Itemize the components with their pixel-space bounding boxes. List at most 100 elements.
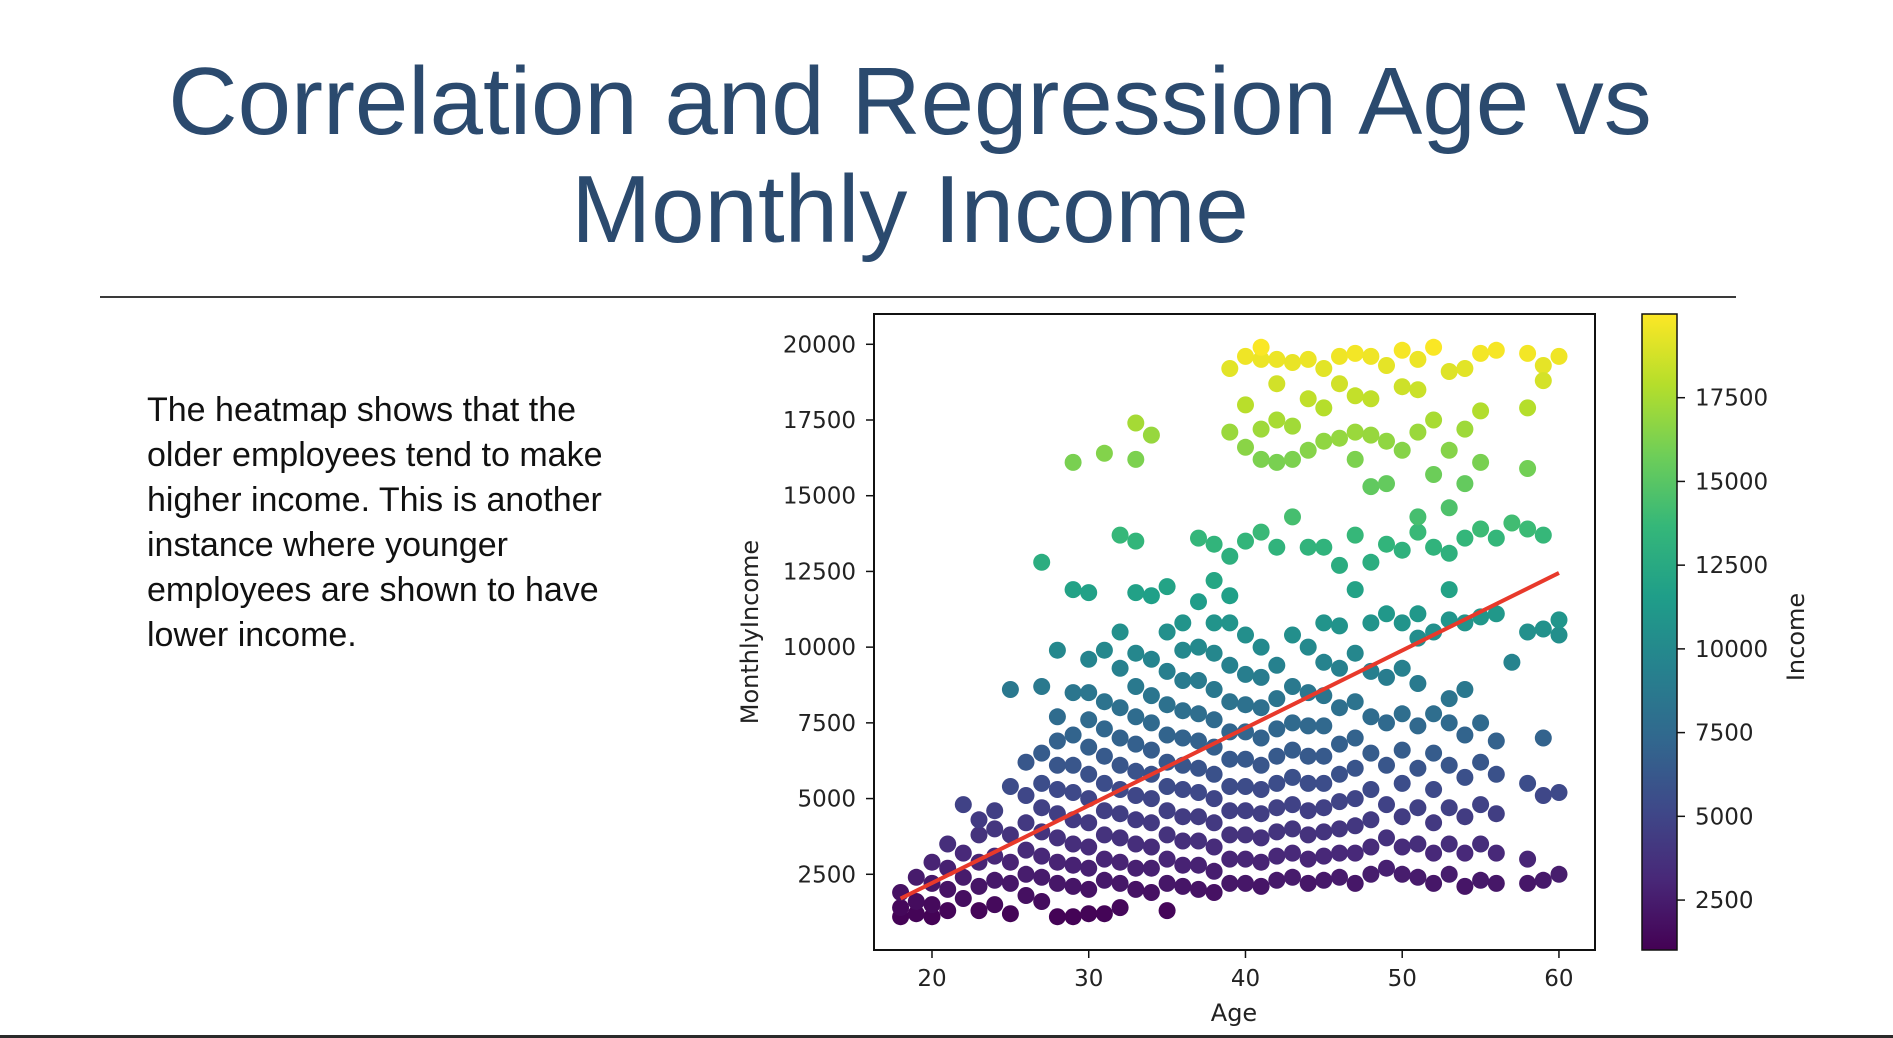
data-point [1315,653,1333,671]
data-point [1190,672,1207,689]
data-point [1048,853,1066,871]
data-point [986,871,1004,889]
data-point [1174,856,1192,874]
data-point [1142,426,1160,444]
data-point [1001,681,1019,698]
data-point [986,820,1004,838]
data-point [1362,781,1380,798]
data-point [1284,868,1301,886]
data-point [1409,868,1427,886]
data-point [1142,790,1160,808]
data-point [1362,744,1380,762]
data-point [1331,429,1348,447]
data-point [1299,538,1317,556]
data-point [1268,453,1286,471]
data-point [1111,853,1129,871]
data-point [1080,584,1098,602]
data-point [1048,874,1066,892]
data-point [1080,859,1098,877]
data-point [1221,874,1239,892]
data-point [1252,523,1270,541]
data-point [1190,759,1207,777]
data-point [1550,611,1568,629]
data-point [1550,626,1568,644]
data-point [1142,650,1160,668]
data-point [1205,711,1223,729]
data-point [1393,705,1411,723]
data-point [1425,844,1443,862]
data-point [1534,357,1552,374]
data-point [1095,850,1113,868]
data-point [1519,850,1537,868]
data-point [1378,829,1395,847]
data-point [1378,475,1395,493]
y-tick-label: 10000 [783,635,856,661]
colorbar-tick-label: 12500 [1695,553,1768,579]
data-point [1472,453,1490,471]
data-point [1409,423,1427,441]
data-point [1487,529,1505,547]
data-point [1205,790,1223,808]
data-point [1503,514,1521,532]
data-point [1221,850,1239,868]
data-point [1080,738,1098,756]
data-point [1268,375,1286,393]
data-point [1440,581,1458,599]
data-point [1221,656,1239,674]
data-point [1299,441,1317,459]
data-point [1487,844,1505,862]
data-point [1268,538,1286,556]
data-point [1331,347,1348,365]
data-point [1252,668,1270,686]
data-point [1080,838,1098,856]
data-point [1127,708,1145,726]
body-text: The heatmap shows that the older employe… [147,391,603,654]
data-point [1284,844,1301,862]
data-point [1393,659,1411,677]
data-point [1174,702,1192,720]
data-point [1017,814,1035,832]
data-point [1190,732,1207,750]
data-point [954,796,972,814]
data-point [1174,781,1192,798]
data-point [907,893,925,910]
data-point [1158,578,1176,596]
data-point [1299,850,1317,868]
data-point [1064,856,1082,874]
data-point [1331,820,1348,838]
data-point [1284,678,1301,695]
data-point [1456,844,1474,862]
data-point [907,868,925,886]
data-point [1142,884,1160,901]
data-point [1487,765,1505,783]
data-point [1440,799,1458,817]
data-point [1519,520,1537,538]
data-point [1127,532,1145,550]
data-point [1205,884,1223,901]
data-point [986,896,1004,914]
x-axis: 20 30 40 50 60 [917,950,1574,992]
data-point [1033,678,1051,695]
data-point [1315,774,1333,792]
data-point [1237,347,1254,365]
data-point [1440,499,1458,517]
data-point [1252,877,1270,895]
data-point [1440,441,1458,459]
data-point [1425,466,1443,483]
data-point [1393,341,1411,359]
data-point [1425,338,1443,356]
data-point [1127,735,1145,753]
data-point [1064,726,1082,744]
data-point [1205,644,1223,662]
data-point [1017,753,1035,771]
data-point [1190,593,1207,611]
data-point [1205,838,1223,856]
data-point [1519,344,1537,362]
data-point [970,811,988,829]
data-point [1190,784,1207,801]
data-point [1284,354,1301,371]
data-point [1519,774,1537,792]
y-axis-label: MonthlyIncome [736,540,764,724]
data-point [1268,411,1286,429]
data-point [1033,799,1051,817]
